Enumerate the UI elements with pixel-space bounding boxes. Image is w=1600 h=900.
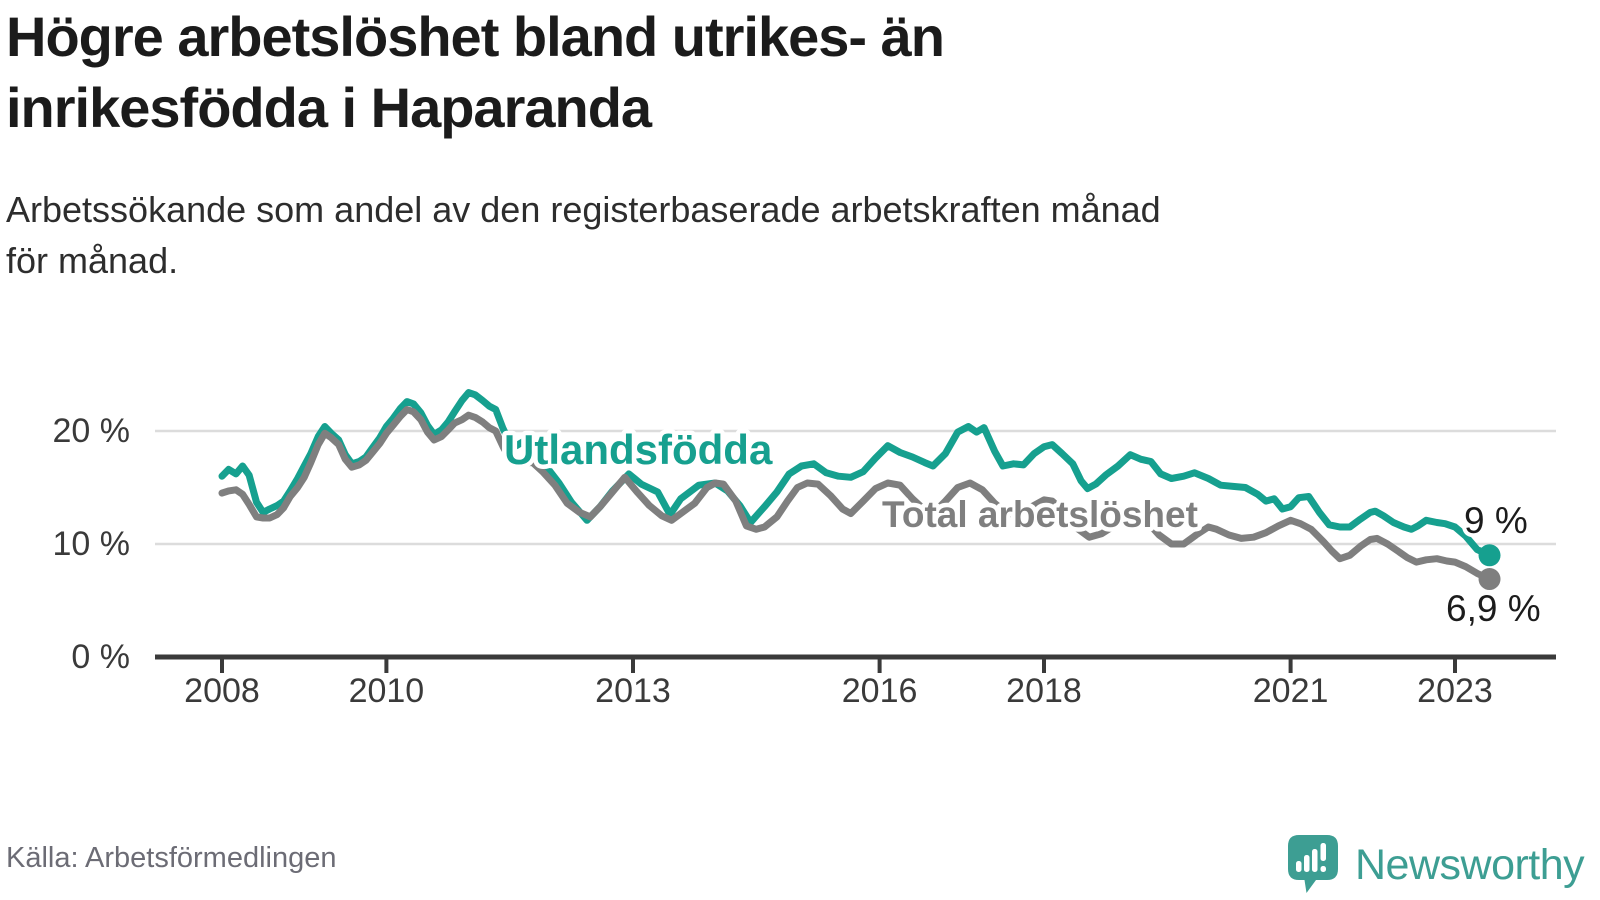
y-axis-label: 20 % [53, 412, 131, 450]
chart-subtitle: Arbetssökande som andel av den registerb… [6, 184, 1161, 286]
subtitle-line-1: Arbetssökande som andel av den registerb… [6, 189, 1161, 230]
x-axis-label: 2021 [1253, 672, 1329, 710]
series-label: Total arbetslöshet [882, 494, 1198, 535]
line-chart: 0 % 10 % 20 % 2008 2010 2013 2016 2018 2021 2023 U… [53, 389, 1556, 710]
x-axis-label: 2010 [349, 672, 425, 710]
series-end-value-label: 6,9 % [1446, 588, 1541, 629]
subtitle-line-2: för månad. [6, 240, 179, 282]
x-axis-label: 2016 [842, 672, 918, 710]
y-axis-label: 10 % [53, 525, 131, 563]
series-line [218, 406, 1493, 583]
newsworthy-logo-icon [1288, 835, 1338, 893]
series-end-value-label: 9 % [1464, 500, 1528, 541]
title-line-2: inrikesfödda i Haparanda [6, 75, 652, 139]
page-title: Högre arbetslöshet bland utrikes- än inr… [6, 2, 945, 143]
x-axis-label: 2018 [1006, 672, 1082, 710]
series-line [218, 389, 1493, 559]
x-axis-label: 2013 [595, 672, 671, 710]
y-axis-label: 0 % [71, 638, 130, 676]
newsworthy-wordmark: Newsworthy [1355, 840, 1585, 889]
series-end-dot [1478, 544, 1501, 567]
source-note: Källa: Arbetsförmedlingen [6, 842, 337, 874]
x-axis-label: 2008 [184, 672, 260, 710]
newsworthy-logo: Newsworthy [1287, 834, 1585, 896]
x-axis-label: 2023 [1417, 672, 1493, 710]
series-end-dot [1478, 568, 1501, 591]
title-line-1: Högre arbetslöshet bland utrikes- än [6, 5, 945, 68]
series-label: Utlandsfödda [504, 426, 773, 473]
